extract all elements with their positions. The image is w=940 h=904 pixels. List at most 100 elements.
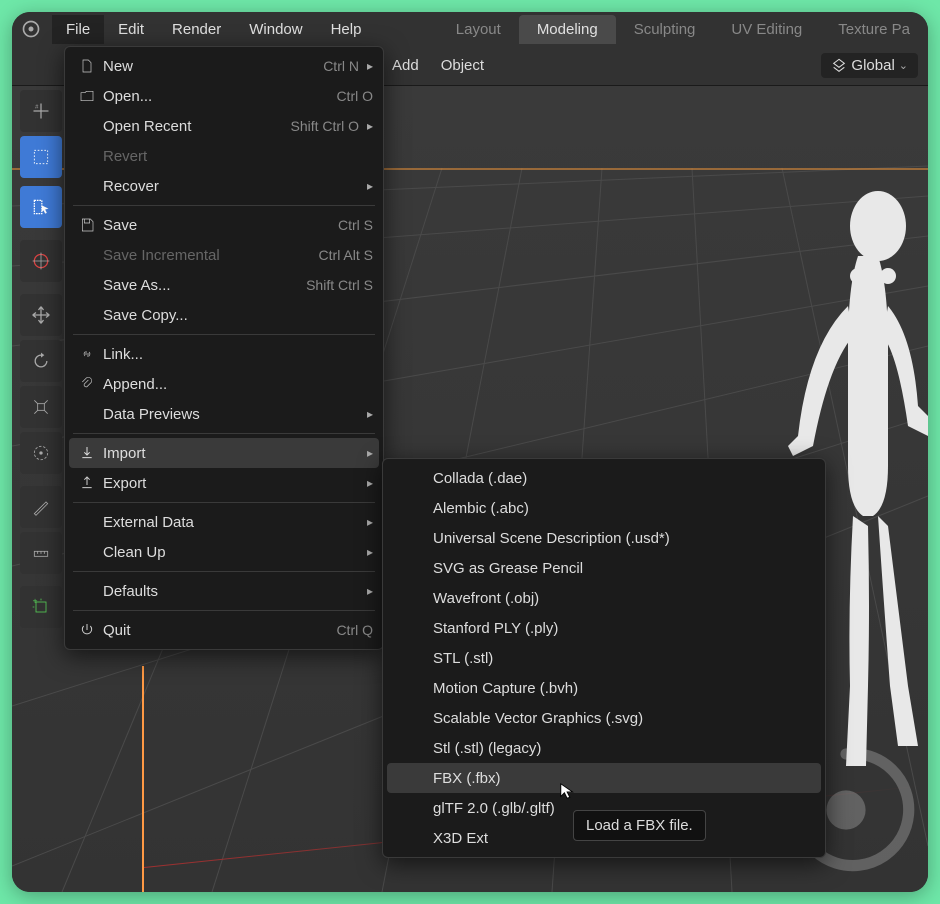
menu-label: Export: [103, 475, 359, 492]
y-axis: [142, 666, 144, 892]
tooltip: Load a FBX file.: [573, 810, 706, 841]
separator: [73, 433, 375, 434]
svg-text:#: #: [35, 105, 39, 111]
import-usd[interactable]: Universal Scene Description (.usd*): [383, 523, 825, 553]
power-icon: [75, 622, 99, 638]
submenu-arrow-icon: ▸: [367, 59, 373, 73]
menu-revert: Revert: [65, 141, 383, 171]
submenu-arrow-icon: ▸: [367, 584, 373, 598]
menu-import[interactable]: Import ▸: [69, 438, 379, 468]
menu-recover[interactable]: Recover ▸: [65, 171, 383, 201]
import-stl[interactable]: STL (.stl): [383, 643, 825, 673]
separator: [73, 502, 375, 503]
tab-layout[interactable]: Layout: [438, 15, 519, 44]
menu-append[interactable]: Append...: [65, 369, 383, 399]
menu-label: Clean Up: [103, 544, 359, 561]
export-icon: [75, 475, 99, 491]
tool-transform[interactable]: [20, 432, 62, 474]
menu-external-data[interactable]: External Data ▸: [65, 507, 383, 537]
tab-modeling[interactable]: Modeling: [519, 15, 616, 44]
import-fbx[interactable]: FBX (.fbx): [387, 763, 821, 793]
import-ply[interactable]: Stanford PLY (.ply): [383, 613, 825, 643]
menu-help[interactable]: Help: [317, 15, 376, 44]
tab-uvediting[interactable]: UV Editing: [713, 15, 820, 44]
submenu-arrow-icon: ▸: [367, 119, 373, 133]
menu-label: Open Recent: [103, 118, 291, 135]
orientation-label: Global: [851, 57, 894, 74]
workspace-tabs: Layout Modeling Sculpting UV Editing Tex…: [438, 12, 928, 46]
tool-measure[interactable]: [20, 532, 62, 574]
menu-label: Append...: [103, 376, 373, 393]
import-alembic[interactable]: Alembic (.abc): [383, 493, 825, 523]
menu-label: Open...: [103, 88, 336, 105]
tool-annotate[interactable]: [20, 486, 62, 528]
menu-export[interactable]: Export ▸: [65, 468, 383, 498]
menu-file[interactable]: File: [52, 15, 104, 44]
header-add[interactable]: Add: [392, 57, 419, 74]
tool-move[interactable]: [20, 294, 62, 336]
shortcut: Ctrl Alt S: [319, 247, 373, 263]
import-svg-gp[interactable]: SVG as Grease Pencil: [383, 553, 825, 583]
orientation-dropdown[interactable]: Global ⌄: [821, 53, 918, 78]
file-new-icon: [75, 58, 99, 74]
menu-save-inc: Save Incremental Ctrl Alt S: [65, 240, 383, 270]
app-window: File Edit Render Window Help Layout Mode…: [12, 12, 928, 892]
shortcut: Shift Ctrl S: [306, 277, 373, 293]
shortcut: Ctrl O: [336, 88, 373, 104]
link-icon: [75, 346, 99, 362]
menu-new[interactable]: New Ctrl N ▸: [65, 51, 383, 81]
menu-label: Save As...: [103, 277, 306, 294]
menu-open-recent[interactable]: Open Recent Shift Ctrl O ▸: [65, 111, 383, 141]
menu-save-copy[interactable]: Save Copy...: [65, 300, 383, 330]
import-submenu: Collada (.dae) Alembic (.abc) Universal …: [382, 458, 826, 858]
import-obj[interactable]: Wavefront (.obj): [383, 583, 825, 613]
svg-text:+: +: [33, 597, 38, 606]
tool-add[interactable]: +: [20, 586, 62, 628]
import-stl-legacy[interactable]: Stl (.stl) (legacy): [383, 733, 825, 763]
tab-texture[interactable]: Texture Pa: [820, 15, 928, 44]
orientation-icon: [831, 58, 847, 74]
header-left: Add Object: [392, 57, 484, 74]
save-icon: [75, 217, 99, 233]
submenu-arrow-icon: ▸: [367, 446, 373, 460]
menu-label: Data Previews: [103, 406, 359, 423]
menu-label: Import: [103, 445, 359, 462]
menu-window[interactable]: Window: [235, 15, 316, 44]
menu-save[interactable]: Save Ctrl S: [65, 210, 383, 240]
menu-data-previews[interactable]: Data Previews ▸: [65, 399, 383, 429]
menu-label: External Data: [103, 514, 359, 531]
shortcut: Shift Ctrl O: [291, 118, 359, 134]
header-object[interactable]: Object: [441, 57, 484, 74]
import-bvh[interactable]: Motion Capture (.bvh): [383, 673, 825, 703]
attach-icon: [75, 376, 99, 392]
shortcut: Ctrl S: [338, 217, 373, 233]
separator: [73, 610, 375, 611]
menu-open[interactable]: Open... Ctrl O: [65, 81, 383, 111]
menu-cleanup[interactable]: Clean Up ▸: [65, 537, 383, 567]
menu-quit[interactable]: Quit Ctrl Q: [65, 615, 383, 645]
submenu-arrow-icon: ▸: [367, 179, 373, 193]
tool-cursor-3d[interactable]: [20, 240, 62, 282]
menu-link[interactable]: Link...: [65, 339, 383, 369]
separator: [73, 571, 375, 572]
menu-defaults[interactable]: Defaults ▸: [65, 576, 383, 606]
menubar: File Edit Render Window Help: [52, 15, 375, 44]
menu-label: Save Copy...: [103, 307, 373, 324]
menu-label: Defaults: [103, 583, 359, 600]
submenu-arrow-icon: ▸: [367, 515, 373, 529]
shortcut: Ctrl Q: [336, 622, 373, 638]
topbar: File Edit Render Window Help Layout Mode…: [12, 12, 928, 46]
import-svg[interactable]: Scalable Vector Graphics (.svg): [383, 703, 825, 733]
tool-rotate[interactable]: [20, 340, 62, 382]
tool-scale[interactable]: [20, 386, 62, 428]
menu-label: Save: [103, 217, 338, 234]
menu-edit[interactable]: Edit: [104, 15, 158, 44]
tab-sculpting[interactable]: Sculpting: [616, 15, 714, 44]
menu-render[interactable]: Render: [158, 15, 235, 44]
file-menu: New Ctrl N ▸ Open... Ctrl O Open Recent …: [64, 46, 384, 650]
menu-save-as[interactable]: Save As... Shift Ctrl S: [65, 270, 383, 300]
import-collada[interactable]: Collada (.dae): [383, 463, 825, 493]
submenu-arrow-icon: ▸: [367, 407, 373, 421]
menu-label: Recover: [103, 178, 359, 195]
cursor-icon: [559, 782, 577, 800]
